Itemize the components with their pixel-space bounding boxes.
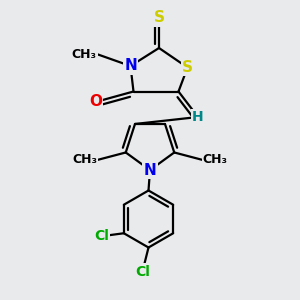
Text: CH₃: CH₃ bbox=[72, 154, 97, 166]
Text: Cl: Cl bbox=[135, 265, 150, 278]
Text: S: S bbox=[154, 11, 164, 26]
Text: N: N bbox=[124, 58, 137, 74]
Text: N: N bbox=[144, 163, 156, 178]
Text: Cl: Cl bbox=[94, 229, 109, 243]
Text: CH₃: CH₃ bbox=[203, 154, 228, 166]
Text: CH₃: CH₃ bbox=[72, 47, 97, 61]
Text: O: O bbox=[89, 94, 102, 110]
Text: S: S bbox=[182, 60, 193, 75]
Text: H: H bbox=[192, 110, 204, 124]
